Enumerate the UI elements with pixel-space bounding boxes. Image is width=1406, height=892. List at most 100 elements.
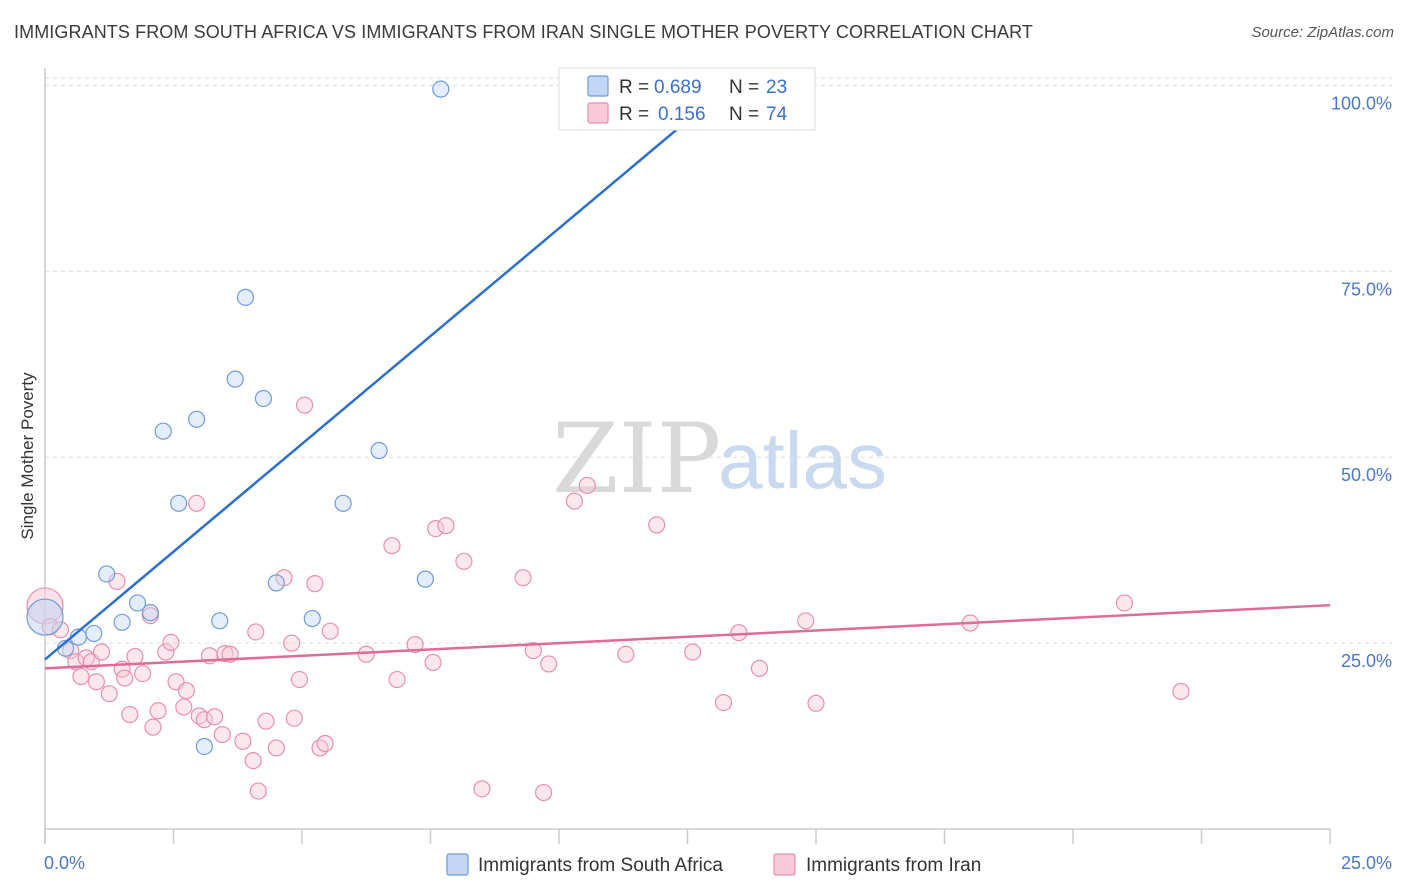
south-africa-point <box>432 80 450 98</box>
trend-lines <box>44 80 1331 670</box>
legend-n-label-south-africa: N = <box>729 77 759 98</box>
iran-point <box>213 725 231 744</box>
south-africa-point <box>128 594 147 612</box>
iran-point <box>684 643 702 661</box>
y-tick-label-3: 100.0% <box>1331 93 1392 113</box>
south-africa-point <box>416 570 434 588</box>
south-africa-point <box>154 422 172 440</box>
y-tick-label-0: 25.0% <box>1341 651 1392 671</box>
legend-box: R = 0.689 N = 23 R = 0.156 N = 74 <box>558 67 816 131</box>
south-africa-point <box>334 494 352 512</box>
iran-point <box>424 653 442 672</box>
iran-point <box>321 622 339 640</box>
iran-point <box>175 698 193 716</box>
iran-point <box>514 569 532 587</box>
iran-point <box>72 667 90 686</box>
iran-point <box>283 634 301 652</box>
iran-point <box>383 537 401 555</box>
x-tick-labels: 0.0% 25.0% <box>44 853 1392 873</box>
iran-point <box>126 647 144 666</box>
south-africa-point <box>98 565 116 583</box>
iran-point <box>437 517 455 535</box>
legend-r-value-iran: 0.156 <box>658 104 706 125</box>
legend-n-label-iran: N = <box>729 104 759 125</box>
south-africa-point <box>26 598 64 636</box>
south-africa-point <box>267 574 285 592</box>
iran-point <box>797 612 815 630</box>
iran-point <box>206 708 224 726</box>
iran-point <box>249 782 267 800</box>
south-africa-point <box>195 737 213 756</box>
iran-point <box>473 780 491 798</box>
iran-point <box>149 702 167 720</box>
iran-point <box>455 552 473 570</box>
legend-r-label-south-africa: R = <box>619 77 649 98</box>
iran-point <box>617 645 635 663</box>
x-tick-label-min: 0.0% <box>44 853 85 873</box>
bottom-legend-label-south-africa: Immigrants from South Africa <box>478 855 723 876</box>
iran-point <box>730 624 748 642</box>
iran-point <box>290 670 309 689</box>
iran-point <box>388 670 406 689</box>
iran-point <box>216 644 234 663</box>
south-africa-point <box>188 410 206 428</box>
watermark: ZIP atlas <box>552 403 887 515</box>
legend-r-label-iran: R = <box>619 104 649 125</box>
iran-point <box>807 694 825 712</box>
iran-point <box>100 685 118 703</box>
iran-point <box>316 734 334 753</box>
iran-point <box>247 623 265 641</box>
iran-point <box>357 645 375 663</box>
south-africa-point <box>141 604 159 622</box>
iran-point <box>1172 682 1190 701</box>
bottom-legend-swatch-south-africa <box>446 853 469 876</box>
chart-title: IMMIGRANTS FROM SOUTH AFRICA VS IMMIGRAN… <box>14 22 1033 42</box>
iran-point <box>121 705 139 724</box>
bottom-legend-label-iran: Immigrants from Iran <box>806 855 981 876</box>
iran-point <box>188 494 206 512</box>
iran-point <box>406 635 424 654</box>
iran-point <box>257 712 275 730</box>
iran-point <box>524 641 542 660</box>
iran-point <box>565 492 584 510</box>
iran-point <box>92 643 111 661</box>
legend-n-value-south-africa: 23 <box>766 77 787 98</box>
iran-point <box>134 664 152 683</box>
legend-swatch-south-africa <box>587 75 609 97</box>
y-tick-label-2: 75.0% <box>1341 279 1392 299</box>
iran-point <box>267 739 285 757</box>
trend-line-south-africa <box>44 80 735 661</box>
south-africa-point <box>236 288 255 306</box>
iran-point <box>195 711 213 729</box>
axes <box>44 68 1331 844</box>
iran-point <box>162 633 180 651</box>
iran-point <box>116 669 134 687</box>
iran-point <box>295 396 314 414</box>
iran-point <box>648 516 666 534</box>
source-label: Source: ZipAtlas.com <box>1251 24 1394 41</box>
south-africa-point <box>370 441 388 460</box>
iran-point <box>306 575 324 593</box>
iran-point <box>578 476 596 495</box>
iran-point <box>285 709 303 727</box>
iran-point <box>234 732 252 750</box>
iran-point <box>540 655 558 673</box>
trend-line-iran <box>44 603 1331 670</box>
y-tick-label-1: 50.0% <box>1341 465 1392 485</box>
south-africa-point <box>170 494 188 512</box>
south-africa-point <box>254 389 273 408</box>
iran-point <box>534 783 553 802</box>
y-tick-labels: 25.0% 50.0% 75.0% 100.0% <box>1331 93 1392 671</box>
legend-n-value-iran: 74 <box>766 104 788 125</box>
south-africa-point <box>226 370 244 388</box>
iran-point <box>714 693 733 712</box>
south-africa-point <box>113 613 131 631</box>
south-africa-point <box>85 624 103 643</box>
bottom-legend: Immigrants from South Africa Immigrants … <box>446 853 981 876</box>
x-tick-label-max: 25.0% <box>1341 853 1392 873</box>
iran-point <box>87 673 106 691</box>
iran-point <box>144 718 162 736</box>
iran-point <box>244 751 262 770</box>
iran-point <box>750 659 769 677</box>
